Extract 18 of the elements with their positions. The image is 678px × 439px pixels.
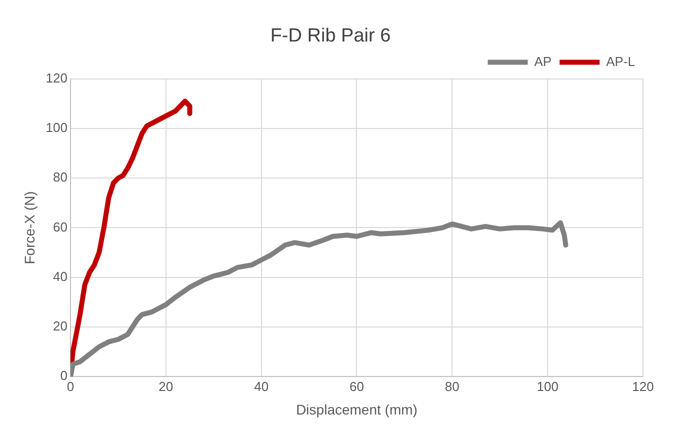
chart-title: F-D Rib Pair 6: [270, 26, 391, 47]
x-tick-label: 100: [536, 378, 558, 394]
y-tick-label: 100: [46, 120, 68, 136]
legend-label: AP-L: [606, 54, 636, 69]
x-axis-title: Displacement (mm): [296, 401, 418, 418]
y-tick-label: 60: [53, 219, 68, 234]
y-axis-title: Force-X (N): [21, 191, 38, 264]
x-tick-label: 120: [632, 378, 654, 394]
x-tick-label: 40: [254, 378, 269, 394]
y-tick-label: 80: [53, 170, 68, 185]
x-tick-label: 80: [444, 378, 460, 394]
y-tick-label: 20: [53, 318, 68, 334]
x-tick-label: 60: [350, 378, 364, 394]
y-tick-label: 120: [46, 70, 68, 86]
y-tick-label: 40: [53, 268, 68, 284]
legend-label: AP: [534, 54, 552, 69]
x-tick-label: 20: [158, 378, 174, 394]
y-tick-label: 0: [60, 368, 68, 384]
